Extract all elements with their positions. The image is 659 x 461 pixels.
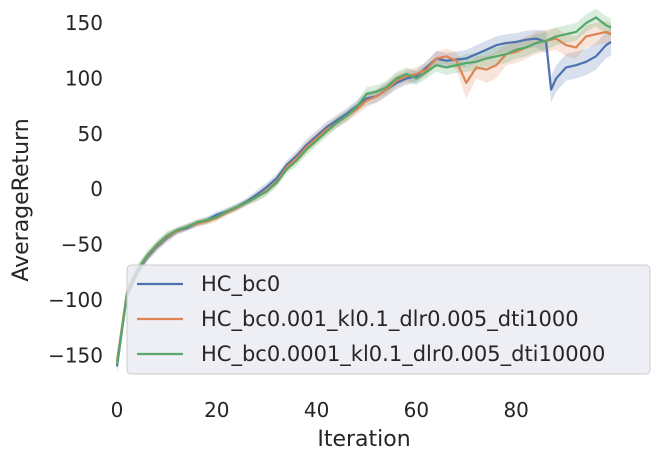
x-tick-label: 60 bbox=[404, 398, 429, 422]
series-lines bbox=[115, 16, 612, 367]
y-tick-label: −50 bbox=[61, 233, 103, 257]
legend-box bbox=[126, 264, 651, 375]
x-tick-label: 20 bbox=[204, 398, 229, 422]
y-axis-label: AverageReturn bbox=[9, 118, 34, 281]
series-3-line bbox=[115, 16, 612, 365]
y-tick-label: 0 bbox=[90, 177, 103, 201]
x-axis-label: Iteration bbox=[317, 427, 410, 452]
y-tick-label: −150 bbox=[48, 343, 103, 367]
y-tick-label: 150 bbox=[65, 11, 103, 35]
legend: HC_bc0 HC_bc0.001_kl0.1_dlr0.005_dti1000 H… bbox=[126, 264, 651, 375]
y-tick-label: −100 bbox=[48, 288, 103, 312]
x-tick-label: 80 bbox=[503, 398, 528, 422]
y-tick-labels: −150 −100 −50 0 50 100 150 bbox=[48, 11, 103, 367]
legend-label-1: HC_bc0 bbox=[201, 272, 280, 297]
legend-label-2: HC_bc0.001_kl0.1_dlr0.005_dti1000 bbox=[201, 307, 579, 332]
y-tick-label: 50 bbox=[78, 122, 103, 146]
legend-label-3: HC_bc0.0001_kl0.1_dlr0.005_dti10000 bbox=[201, 342, 605, 367]
x-tick-label: 40 bbox=[304, 398, 329, 422]
x-tick-label: 0 bbox=[111, 398, 124, 422]
y-tick-label: 100 bbox=[65, 66, 103, 90]
x-tick-labels: 0 20 40 60 80 bbox=[111, 398, 529, 422]
